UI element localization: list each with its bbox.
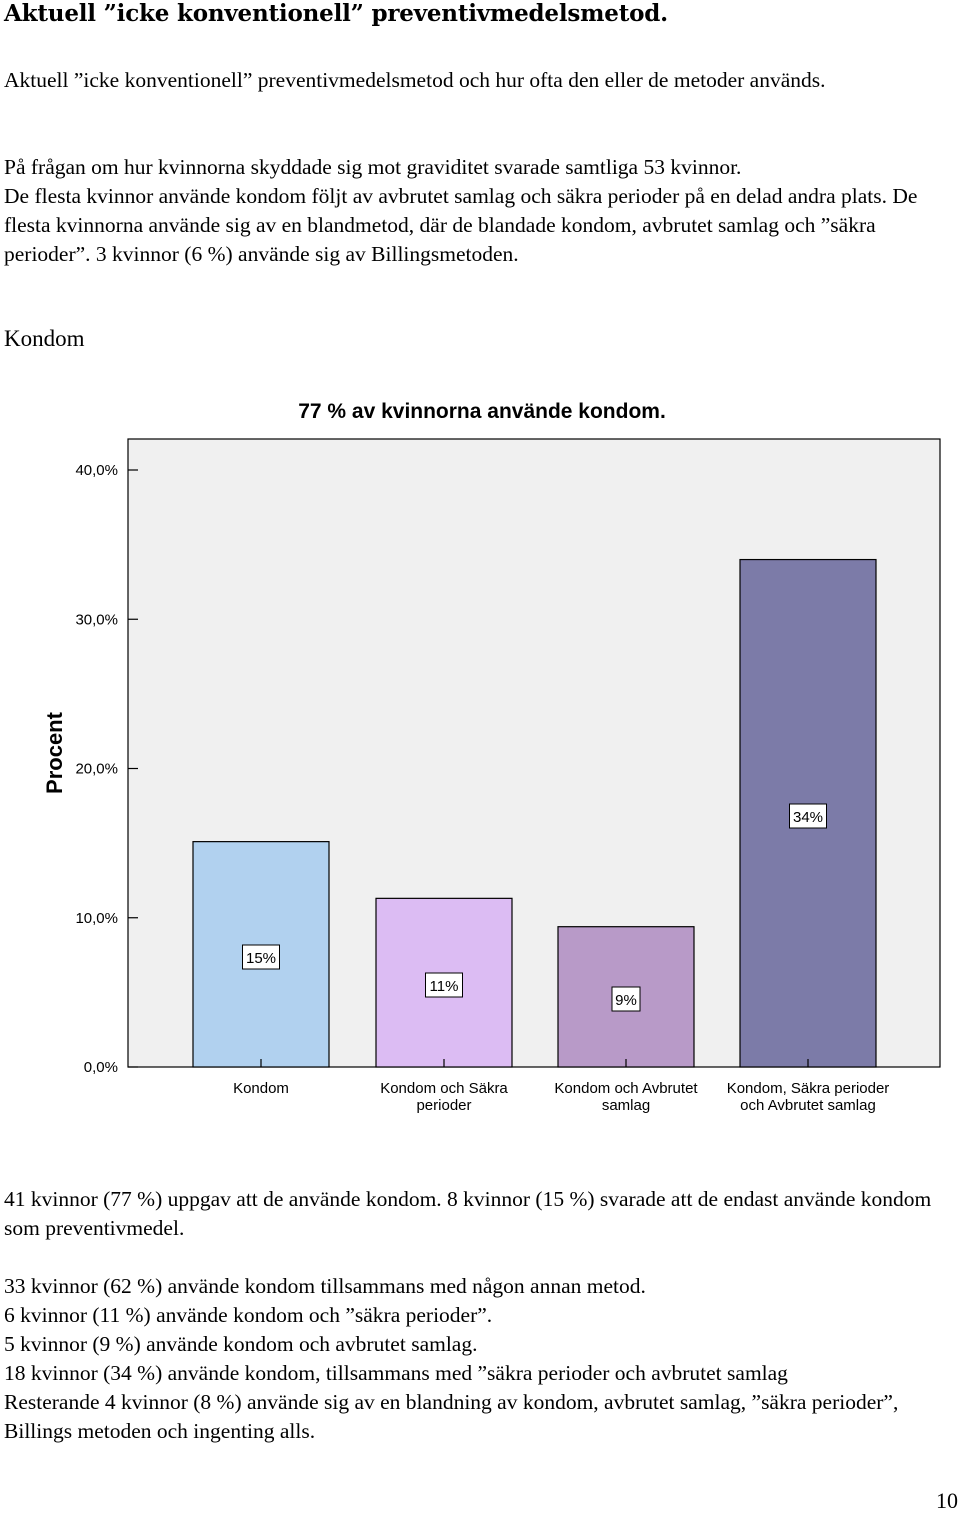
- y-tick-label: 30,0%: [75, 611, 118, 628]
- result-paragraph-1: 41 kvinnor (77 %) uppgav att de använde …: [4, 1187, 932, 1240]
- data-label-box: [611, 986, 641, 1012]
- x-tick-label: Kondom: [233, 1080, 289, 1097]
- y-tick-label: 20,0%: [75, 761, 118, 778]
- x-tick-label: Kondom, Säkra perioder: [727, 1080, 890, 1097]
- data-label-box: [425, 972, 463, 998]
- survey-paragraph: De flesta kvinnor använde kondom följt a…: [4, 184, 918, 266]
- data-label: 15%: [246, 950, 276, 967]
- result-line-3: 6 kvinnor (11 %) använde kondom och ”säk…: [4, 1303, 493, 1327]
- section-subheading: Kondom: [4, 326, 85, 351]
- page-number: 10: [936, 1488, 958, 1513]
- x-tick-label: Kondom och Säkra: [380, 1080, 508, 1097]
- y-tick-label: 40,0%: [75, 462, 118, 479]
- data-label: 11%: [430, 978, 459, 995]
- data-label-box: [242, 944, 280, 970]
- y-tick-label: 10,0%: [75, 910, 118, 927]
- data-label: 34%: [793, 809, 823, 826]
- chart-title: 77 % av kvinnorna använde kondom.: [298, 400, 666, 423]
- page-heading: Aktuell ”icke konventionell” preventivme…: [4, 0, 668, 27]
- result-line-5: 18 kvinnor (34 %) använde kondom, tillsa…: [4, 1361, 788, 1385]
- result-paragraph-6: Resterande 4 kvinnor (8 %) använde sig a…: [4, 1390, 899, 1443]
- y-axis-label: Procent: [42, 711, 67, 794]
- survey-paragraph-line1: På frågan om hur kvinnorna skyddade sig …: [4, 155, 742, 179]
- data-label: 9%: [615, 992, 637, 1009]
- bar-chart: 77 % av kvinnorna använde kondom. Procent…: [42, 400, 941, 1114]
- y-tick-label: 0,0%: [84, 1059, 118, 1076]
- x-tick-label: samlag: [602, 1097, 650, 1114]
- x-tick-label: och Avbrutet samlag: [740, 1097, 876, 1114]
- result-line-4: 5 kvinnor (9 %) använde kondom och avbru…: [4, 1332, 478, 1356]
- x-tick-label: Kondom och Avbrutet: [554, 1080, 698, 1097]
- data-label-box: [789, 803, 827, 829]
- x-tick-label: perioder: [416, 1097, 471, 1114]
- intro-paragraph: Aktuell ”icke konventionell” preventivme…: [4, 68, 826, 92]
- result-line-2: 33 kvinnor (62 %) använde kondom tillsam…: [4, 1274, 646, 1298]
